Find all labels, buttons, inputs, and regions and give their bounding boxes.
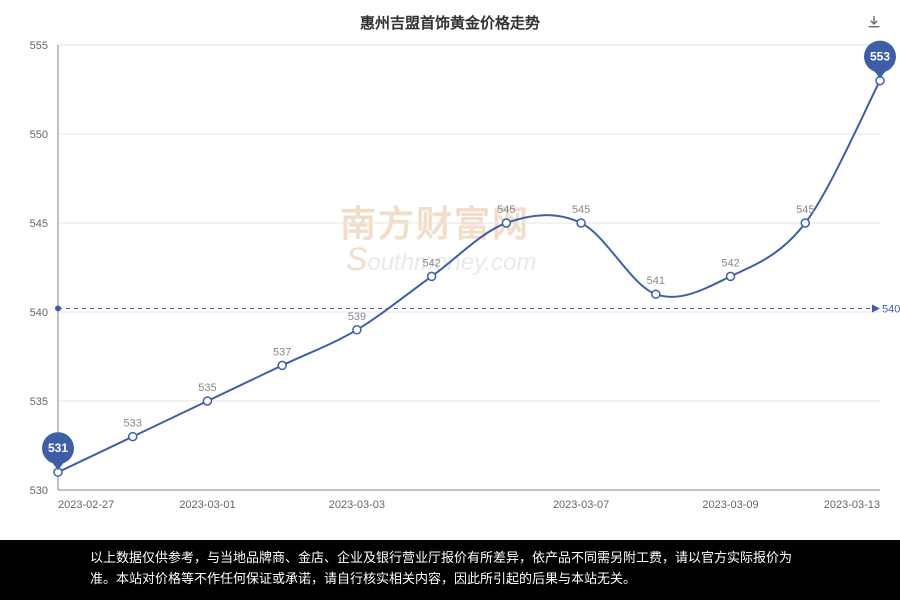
avg-line-arrow [872, 304, 880, 312]
data-point[interactable] [129, 433, 137, 441]
highlight-first-label: 531 [48, 441, 68, 455]
point-label: 542 [422, 257, 440, 269]
y-tick-label: 530 [30, 485, 48, 497]
x-tick-label: 2023-03-03 [329, 499, 385, 511]
point-label: 541 [647, 275, 665, 287]
point-label: 539 [348, 311, 366, 323]
avg-line-label: 540.2 [882, 303, 900, 315]
point-label: 537 [273, 346, 291, 358]
data-point[interactable] [652, 290, 660, 298]
data-point[interactable] [428, 272, 436, 280]
point-label: 535 [198, 382, 216, 394]
avg-line-start-dot [55, 305, 61, 311]
x-tick-label: 2023-02-27 [58, 499, 114, 511]
data-point[interactable] [353, 326, 361, 334]
x-tick-label: 2023-03-09 [702, 499, 758, 511]
data-point[interactable] [727, 272, 735, 280]
point-label: 533 [124, 418, 142, 430]
y-tick-label: 545 [30, 218, 48, 230]
price-line [58, 81, 880, 473]
x-tick-label: 2023-03-07 [553, 499, 609, 511]
x-tick-label: 2023-03-01 [179, 499, 235, 511]
data-point[interactable] [278, 361, 286, 369]
highlight-last-label: 553 [870, 50, 890, 64]
y-tick-label: 535 [30, 396, 48, 408]
y-tick-label: 550 [30, 129, 48, 141]
point-label: 542 [721, 257, 739, 269]
data-point[interactable] [502, 219, 510, 227]
point-label: 545 [497, 204, 515, 216]
point-label: 545 [796, 204, 814, 216]
y-tick-label: 540 [30, 307, 48, 319]
chart-container: 惠州吉盟首饰黄金价格走势 南方财富网 Southmoney.com 530535… [0, 0, 900, 540]
chart-plot: 530 535 540 545 550 555 2023-02-27 2023-03-01 20… [0, 0, 900, 540]
data-point[interactable] [577, 219, 585, 227]
x-tick-label: 2023-03-13 [824, 499, 880, 511]
data-point[interactable] [203, 397, 211, 405]
disclaimer-text: 以上数据仅供参考，与当地品牌商、金店、企业及银行营业厅报价有所差异，依产品不同需… [0, 540, 900, 600]
y-tick-label: 555 [30, 40, 48, 52]
point-label: 545 [572, 204, 590, 216]
data-point[interactable] [801, 219, 809, 227]
